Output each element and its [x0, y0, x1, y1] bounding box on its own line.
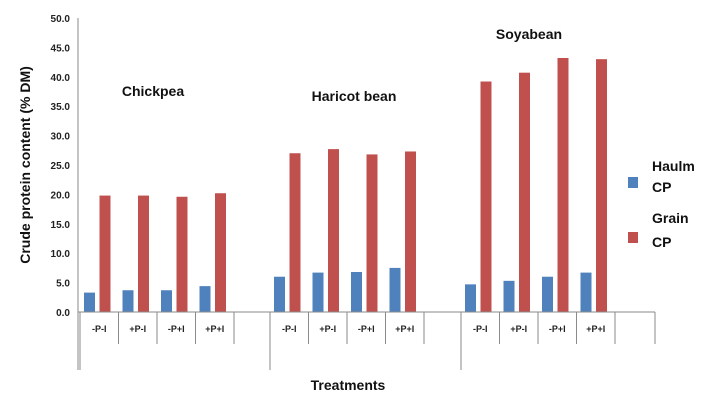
- bar-haulm-cp: [199, 286, 211, 312]
- y-tick-label: 45.0: [51, 43, 71, 54]
- y-tick-label: 0.0: [56, 308, 70, 319]
- category-label: -P-I: [282, 324, 297, 334]
- category-label: -P+I: [549, 324, 566, 334]
- category-label: +P+I: [395, 324, 414, 334]
- category-label: +P+I: [586, 324, 605, 334]
- bar-grain-cp: [138, 195, 149, 312]
- bar-haulm-cp: [274, 276, 285, 312]
- bar-haulm-cp: [580, 272, 592, 312]
- bar-grain-cp: [366, 154, 378, 312]
- category-label: -P+I: [168, 324, 185, 334]
- bar-haulm-cp: [122, 290, 134, 312]
- x-axis-title: Treatments: [311, 377, 386, 393]
- category-label: +P+I: [205, 324, 224, 334]
- y-tick-label: 40.0: [51, 73, 71, 84]
- group-label: Chickpea: [122, 83, 184, 99]
- bar-haulm-cp: [465, 284, 476, 312]
- category-label: -P+I: [358, 324, 375, 334]
- y-tick-label: 50.0: [51, 14, 71, 25]
- legend-label: CP: [652, 179, 671, 195]
- group-label: Haricot bean: [312, 88, 397, 104]
- bar-grain-cp: [176, 196, 188, 312]
- category-label: -P-I: [473, 324, 488, 334]
- y-tick-label: 30.0: [51, 132, 71, 143]
- y-tick-label: 15.0: [51, 220, 71, 231]
- legend-label: CP: [652, 234, 671, 250]
- bar-grain-cp: [99, 195, 111, 312]
- legend-swatch-grain: [628, 232, 638, 243]
- bar-haulm-cp: [84, 292, 95, 312]
- bar-grain-cp: [405, 151, 416, 312]
- bar-haulm-cp: [542, 276, 553, 312]
- category-label: +P-I: [129, 324, 146, 334]
- bar-grain-cp: [215, 193, 226, 312]
- bar-grain-cp: [328, 149, 339, 312]
- category-label: -P-I: [92, 324, 107, 334]
- bar-haulm-cp: [161, 290, 172, 312]
- bar-grain-cp: [557, 57, 569, 312]
- bar-haulm-cp: [389, 267, 401, 312]
- bar-haulm-cp: [503, 280, 515, 312]
- bar-haulm-cp: [312, 272, 324, 312]
- y-tick-label: 10.0: [51, 249, 71, 260]
- y-axis-title: Crude protein content (% DM): [17, 66, 33, 264]
- y-tick-label: 5.0: [56, 279, 70, 290]
- y-tick-label: 35.0: [51, 102, 71, 113]
- category-label: +P-I: [510, 324, 527, 334]
- bar-grain-cp: [480, 81, 492, 312]
- legend-swatch-haulm: [628, 177, 638, 188]
- category-label: +P-I: [319, 324, 336, 334]
- bar-haulm-cp: [351, 272, 362, 312]
- bar-grain-cp: [289, 153, 301, 312]
- legend-label: Grain: [652, 210, 689, 226]
- y-tick-label: 25.0: [51, 161, 71, 172]
- group-label: Soyabean: [496, 26, 562, 42]
- legend-label: Haulm: [652, 158, 695, 174]
- bar-grain-cp: [519, 72, 530, 313]
- y-tick-label: 20.0: [51, 190, 71, 201]
- bar-grain-cp: [596, 59, 607, 312]
